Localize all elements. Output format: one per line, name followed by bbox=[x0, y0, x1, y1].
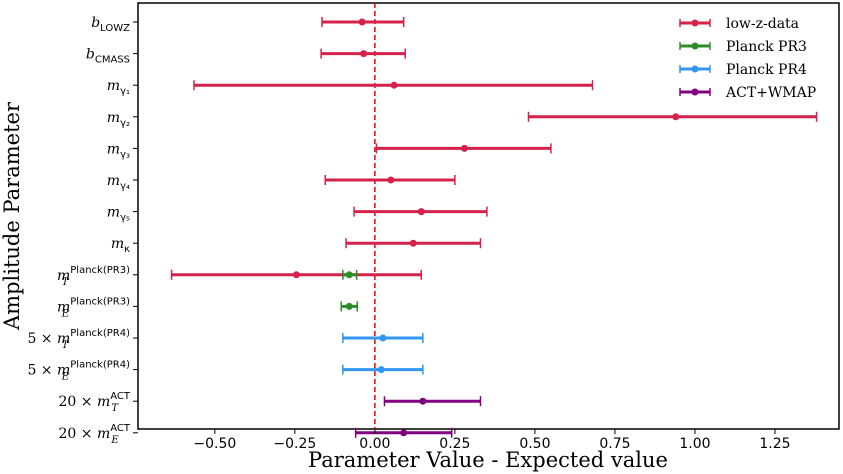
x-tick-label: 0.50 bbox=[519, 436, 550, 452]
legend-label: low-z-data bbox=[726, 16, 799, 32]
legend-label: Planck PR4 bbox=[726, 62, 807, 78]
data-point bbox=[292, 271, 300, 279]
parameter-label: mγ₁ bbox=[107, 78, 130, 97]
legend-swatch-marker bbox=[691, 88, 699, 96]
data-point bbox=[417, 208, 425, 216]
error-bar bbox=[342, 269, 358, 280]
parameter-label: mPlanck(PR3) T bbox=[57, 265, 130, 288]
error-bar bbox=[342, 364, 424, 375]
error-bar bbox=[324, 175, 456, 185]
legend-item: ACT+WMAP bbox=[679, 85, 816, 101]
legend-label: ACT+WMAP bbox=[725, 85, 816, 101]
data-point bbox=[460, 144, 468, 152]
x-tick-label: 0.25 bbox=[439, 436, 470, 452]
data-point bbox=[377, 366, 385, 374]
parameter-label: mγ₂ bbox=[107, 110, 130, 129]
parameter-label: bLOWZ bbox=[91, 15, 130, 34]
x-axis: −0.50 −0.25 0.00 0.25 0.50 0.75 1.00 1.25 bbox=[193, 429, 791, 452]
legend-swatch-marker bbox=[691, 19, 699, 27]
legend-swatch-marker bbox=[691, 42, 699, 50]
error-bar bbox=[340, 301, 359, 312]
x-tick-label: 1.25 bbox=[759, 436, 790, 452]
error-bar bbox=[342, 333, 424, 343]
plot-area bbox=[137, 2, 840, 430]
data-point bbox=[672, 113, 680, 121]
x-tick-label: −0.25 bbox=[273, 436, 316, 452]
legend-item: Planck PR4 bbox=[679, 62, 807, 78]
legend-item: low-z-data bbox=[679, 16, 799, 32]
data-point bbox=[345, 271, 353, 279]
error-bar bbox=[170, 269, 423, 280]
x-tick-label: 1.00 bbox=[679, 436, 710, 452]
parameter-label: 5 × mPlanck(PR4) T bbox=[27, 328, 130, 351]
error-bars-layer bbox=[170, 17, 818, 438]
data-point bbox=[400, 429, 408, 437]
parameter-label: mγ₄ bbox=[107, 173, 130, 192]
data-point bbox=[358, 18, 366, 26]
error-bar bbox=[321, 17, 405, 27]
parameter-label: 20 × mACT E bbox=[59, 423, 131, 446]
data-point bbox=[387, 176, 395, 184]
data-point bbox=[390, 81, 398, 89]
data-point bbox=[379, 334, 387, 342]
error-bar bbox=[353, 206, 488, 217]
error-bar bbox=[193, 80, 594, 91]
data-point bbox=[419, 397, 427, 405]
error-bar bbox=[383, 396, 482, 407]
error-bar bbox=[320, 48, 407, 59]
y-axis: bLOWZ bCMASS mγ₁ mγ₂ mγ₃ mγ₄ mγ₅ mκ mPlanck(PR3)… bbox=[27, 15, 138, 446]
parameter-label: 20 × mACT T bbox=[59, 391, 131, 414]
parameter-label: mγ₃ bbox=[107, 141, 130, 160]
data-point bbox=[409, 239, 417, 247]
error-bar bbox=[527, 111, 818, 122]
error-bar bbox=[354, 427, 453, 438]
parameter-label: 5 × mPlanck(PR4) E bbox=[27, 360, 130, 383]
legend-label: Planck PR3 bbox=[726, 39, 807, 55]
legend-swatch-marker bbox=[691, 65, 699, 73]
legend: low-z-data Planck PR3 Planck PR4 ACT+WMAP bbox=[679, 16, 816, 101]
data-point bbox=[345, 302, 353, 310]
x-axis-title: Parameter Value - Expected value bbox=[308, 448, 668, 472]
error-bar bbox=[375, 143, 552, 154]
parameter-label: mκ bbox=[111, 236, 130, 255]
x-tick-label: −0.50 bbox=[193, 436, 236, 452]
data-point bbox=[360, 50, 368, 58]
y-axis-title: Amplitude Parameter bbox=[0, 101, 24, 331]
parameter-label: mPlanck(PR3) E bbox=[57, 296, 130, 319]
legend-item: Planck PR3 bbox=[679, 39, 807, 55]
parameter-label: bCMASS bbox=[86, 47, 130, 66]
x-tick-label: 0.75 bbox=[599, 436, 630, 452]
parameter-label: mγ₅ bbox=[107, 205, 130, 224]
error-bar bbox=[345, 238, 482, 249]
x-tick-label: 0.00 bbox=[359, 436, 390, 452]
